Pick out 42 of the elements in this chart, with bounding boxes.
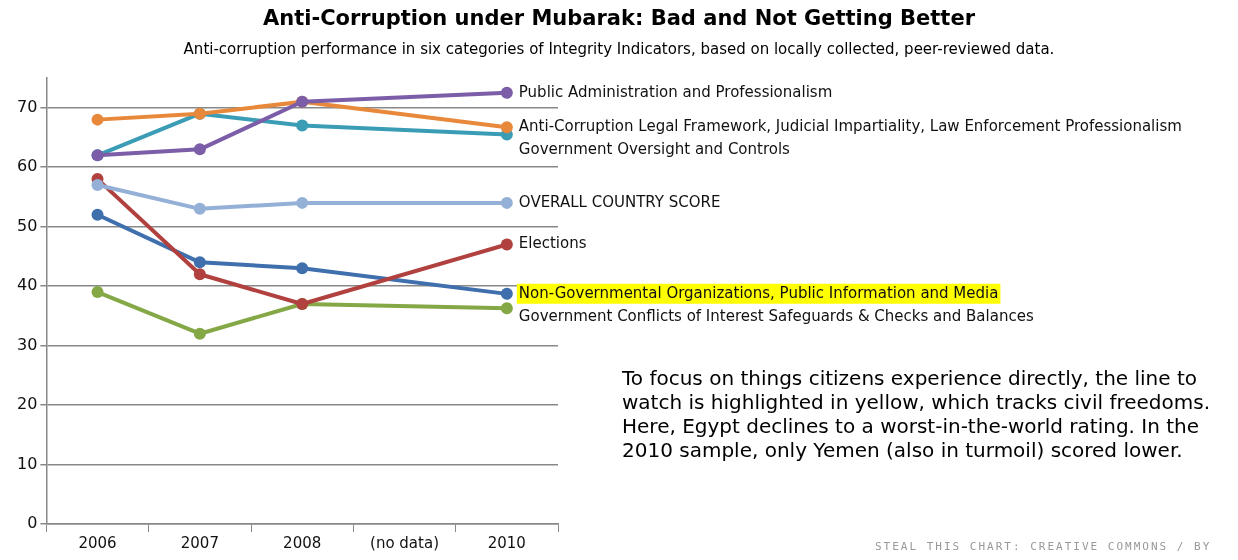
text: To focus on things citizens experience directly, the line to watch is highlighted in yellow, which tracks civil freedoms. Here, Egypt declines to a worst-in-the-world rating. In the 2010 sample, only Yemen (also in turmoil) scored lower. — [622, 366, 1212, 462]
y-tick-label: 30 — [17, 334, 38, 354]
series-label: Government Conflicts of Interest Safeguards & Checks and Balances — [518, 306, 1034, 325]
text: Anti-Corruption under Mubarak: Bad and Not Getting Better — [262, 6, 976, 30]
x-tick-label: 2006 — [78, 533, 117, 552]
point — [91, 179, 104, 192]
point — [296, 262, 309, 275]
y-tick-label: 0 — [27, 513, 38, 533]
y-tick-label: 10 — [17, 453, 38, 473]
point — [500, 302, 513, 315]
y-tick-label: 40 — [17, 275, 38, 295]
x-tick-label: 2008 — [283, 533, 322, 552]
series-label: OVERALL COUNTRY SCORE — [518, 192, 721, 211]
series-label: Government Oversight and Controls — [518, 140, 791, 159]
x-tick-label: 2007 — [180, 533, 219, 552]
series-label: Elections — [518, 234, 587, 253]
series-label: Non-Governmental Organizations, Public Information and Media — [518, 283, 999, 302]
point — [91, 286, 104, 299]
point — [296, 196, 309, 209]
series-label: Anti-Corruption Legal Framework, Judicial Impartiality, Law Enforcement Professionalism — [518, 117, 1182, 136]
point — [193, 256, 206, 269]
point — [500, 121, 513, 134]
point — [193, 143, 206, 156]
text: STEAL THIS CHART: CREATIVE COMMONS / BY — [875, 540, 1212, 553]
point — [91, 113, 104, 126]
point — [193, 202, 206, 215]
y-tick-label: 50 — [17, 215, 38, 235]
point — [193, 268, 206, 281]
text: Anti-corruption performance in six categories of Integrity Indicators, based on locally collected, peer-reviewed data. — [182, 40, 1056, 58]
y-tick-label: 60 — [17, 156, 38, 176]
point — [193, 327, 206, 340]
point — [91, 208, 104, 221]
y-tick-label: 20 — [17, 394, 38, 414]
point — [296, 119, 309, 132]
series-label: Public Administration and Professionalism — [518, 82, 833, 101]
point — [500, 86, 513, 99]
point — [500, 238, 513, 251]
point — [500, 196, 513, 209]
y-tick-label: 70 — [17, 96, 38, 116]
x-tick-label: 2010 — [487, 533, 526, 552]
point — [500, 287, 513, 300]
x-tick-label: (no data) — [370, 533, 439, 552]
